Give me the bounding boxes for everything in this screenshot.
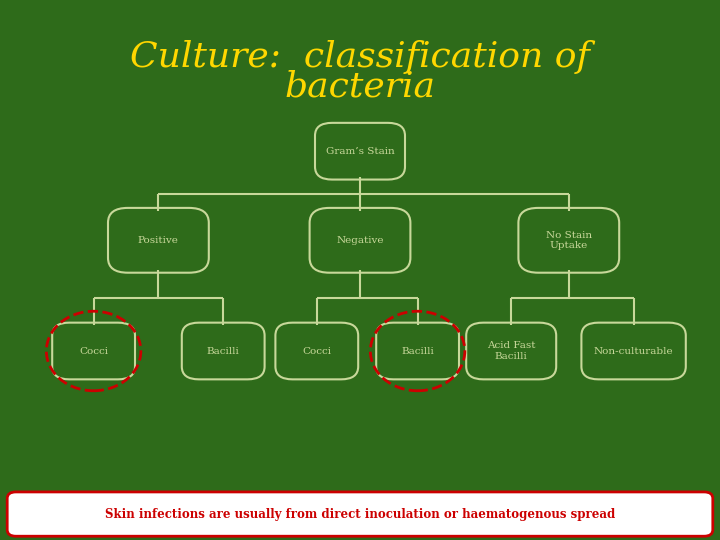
Text: Acid Fast
Bacilli: Acid Fast Bacilli [487, 341, 536, 361]
Text: bacteria: bacteria [284, 70, 436, 103]
Text: Skin infections are usually from direct inoculation or haematogenous spread: Skin infections are usually from direct … [105, 508, 615, 521]
Text: No Stain
Uptake: No Stain Uptake [546, 231, 592, 250]
Text: Bacilli: Bacilli [207, 347, 240, 355]
Text: Negative: Negative [336, 236, 384, 245]
FancyBboxPatch shape [7, 492, 713, 536]
Text: Bacilli: Bacilli [401, 347, 434, 355]
Text: Culture:  classification of: Culture: classification of [130, 40, 590, 73]
Text: Non-culturable: Non-culturable [594, 347, 673, 355]
Text: Positive: Positive [138, 236, 179, 245]
Text: Cocci: Cocci [302, 347, 331, 355]
Text: Cocci: Cocci [79, 347, 108, 355]
Text: Gram’s Stain: Gram’s Stain [325, 147, 395, 156]
